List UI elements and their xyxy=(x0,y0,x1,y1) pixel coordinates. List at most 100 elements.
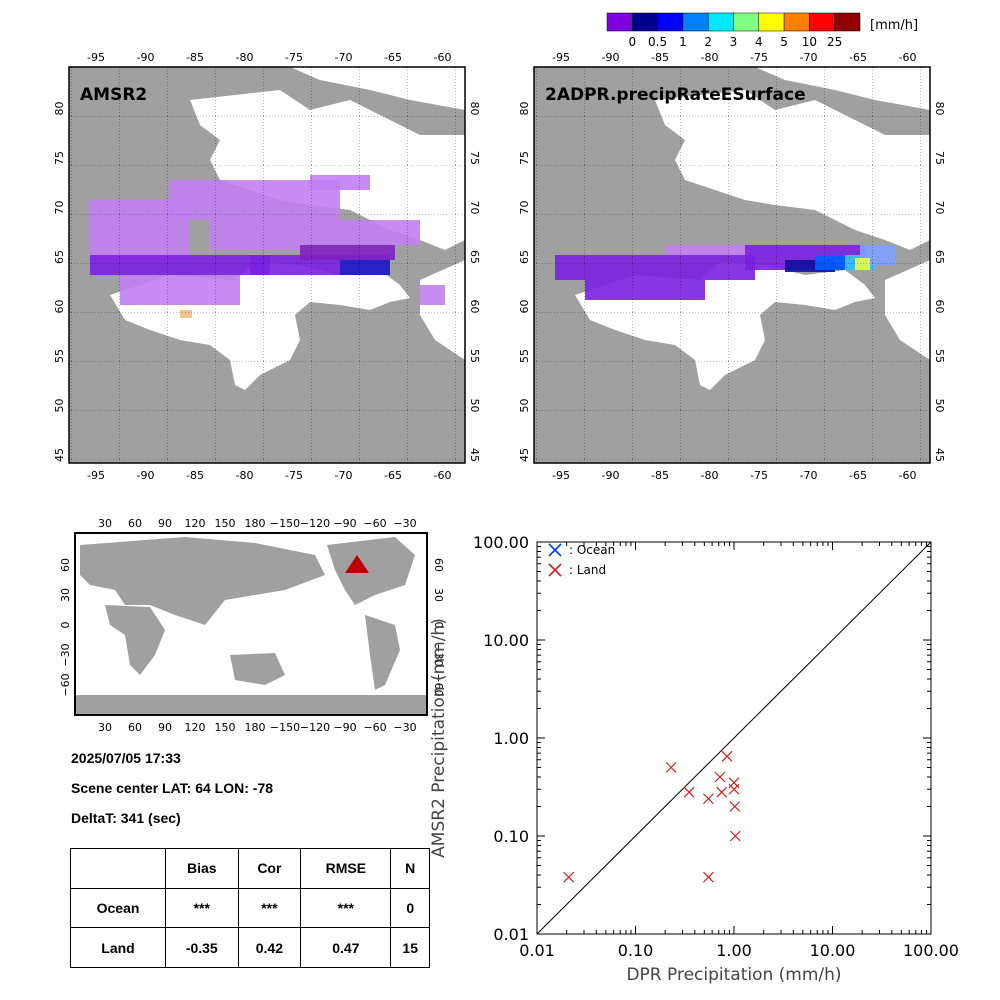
table-cell: 0 xyxy=(390,887,430,929)
scatter-point xyxy=(716,786,728,798)
legend-marker xyxy=(548,563,562,577)
colorbar-swatch xyxy=(657,12,684,32)
lon-tick-label: -70 xyxy=(800,51,818,64)
lon-tick-label: -65 xyxy=(384,469,402,482)
x-tick-label: 100.00 xyxy=(903,941,959,960)
lat-tick-label: 60 xyxy=(518,300,531,314)
scatter-point xyxy=(683,786,695,798)
world-lon-tick-label: −30 xyxy=(393,721,416,734)
world-lat-tick-label: 0 xyxy=(59,622,72,629)
header-cell: Bias xyxy=(165,848,239,889)
colorbar-tick-label: 0.5 xyxy=(648,35,667,49)
lat-tick-label: 60 xyxy=(468,300,481,314)
lon-tick-label: -60 xyxy=(434,469,452,482)
world-lat-tick-label: −60 xyxy=(432,673,445,696)
world-lat-tick-label: 60 xyxy=(59,558,72,572)
table-row: Ocean *** *** *** 0 xyxy=(69,887,430,929)
world-lon-tick-label: −60 xyxy=(363,517,386,530)
lon-tick-label: -70 xyxy=(800,469,818,482)
lat-tick-label: 65 xyxy=(518,250,531,264)
scene-center: Scene center LAT: 64 LON: -78 xyxy=(71,780,274,796)
lon-tick-label: -95 xyxy=(552,51,570,64)
row-label: Land xyxy=(69,927,167,968)
colorbar-swatch xyxy=(632,12,658,32)
lon-tick-label: -75 xyxy=(750,51,768,64)
lon-tick-label: -85 xyxy=(186,469,204,482)
lat-tick-label: 60 xyxy=(53,300,66,314)
scatter-plot: 0.010.01 0.10 0.10 1.00 1.00 10.00 10.00 100.00… xyxy=(429,533,959,985)
lat-tick-label: 45 xyxy=(933,448,946,462)
stats-table: Bias Cor RMSE N Ocean *** *** *** 0 Land… xyxy=(69,848,430,968)
colorbar-tick-label: 4 xyxy=(755,35,763,49)
lat-tick-label: 70 xyxy=(933,201,946,215)
lat-tick-label: 65 xyxy=(53,250,66,264)
world-land xyxy=(76,537,427,715)
lon-tick-label: -90 xyxy=(602,469,620,482)
scatter-point xyxy=(728,783,740,795)
lat-tick-label: 80 xyxy=(518,102,531,116)
colorbar-swatch xyxy=(758,12,785,32)
world-lon-tick-label: −150 xyxy=(270,517,300,530)
lat-tick-label: 75 xyxy=(53,151,66,165)
lon-tick-label: -80 xyxy=(236,469,254,482)
lat-tick-label: 80 xyxy=(933,102,946,116)
header-cell: Cor xyxy=(237,848,302,889)
world-lat-tick-label: −30 xyxy=(59,643,72,666)
lon-tick-label: -75 xyxy=(750,469,768,482)
location-marker-icon xyxy=(345,555,369,573)
world-lon-tick-label: −30 xyxy=(393,517,416,530)
lat-tick-label: 50 xyxy=(53,399,66,413)
lat-tick-label: 70 xyxy=(53,201,66,215)
y-axis-label: AMSR2 Precipitation (mm/h) xyxy=(429,618,449,858)
delta-t: DeltaT: 341 (sec) xyxy=(71,810,181,826)
lon-tick-label: -70 xyxy=(335,51,353,64)
legend-label: : Land xyxy=(569,563,606,577)
world-map-frame xyxy=(74,532,428,716)
table-cell: -0.35 xyxy=(165,927,239,968)
lon-tick-label: -85 xyxy=(651,51,669,64)
scatter-point xyxy=(665,762,677,773)
table-cell: *** xyxy=(237,887,302,929)
world-lon-tick-label: 60 xyxy=(128,517,142,530)
colorbar-swatch xyxy=(682,12,709,32)
y-tick-label: 10.00 xyxy=(483,631,529,650)
world-lon-tick-label: 180 xyxy=(245,721,266,734)
world-lon-tick-label: 30 xyxy=(98,517,112,530)
one-to-one-line xyxy=(536,541,932,935)
lon-tick-label: -65 xyxy=(849,51,867,64)
colorbar-swatch xyxy=(606,12,633,32)
x-tick-label: 0.10 xyxy=(618,941,654,960)
dpr-map: 2ADPR.precipRateESurface -95 -90 -85 -80 -75… xyxy=(518,51,946,482)
colorbar-swatch xyxy=(783,12,810,32)
scatter-point xyxy=(721,750,733,762)
lat-tick-label: 45 xyxy=(468,448,481,462)
x-tick-label: 1.00 xyxy=(716,941,752,960)
colorbar-swatch xyxy=(834,12,861,32)
world-lat-tick-label: −30 xyxy=(432,643,445,666)
world-lat-tick-label: 30 xyxy=(59,588,72,602)
table-cell: 15 xyxy=(390,927,430,968)
lat-tick-label: 55 xyxy=(53,349,66,363)
lon-tick-label: -65 xyxy=(384,51,402,64)
colorbar-tick-label: 3 xyxy=(730,35,738,49)
lon-tick-label: -75 xyxy=(285,51,303,64)
map-frame xyxy=(533,66,931,464)
y-tick-label: 0.01 xyxy=(493,925,529,944)
amsr2-map: AMSR2 -95 -90 -85 -80 -75 -70 -65 -60 -95 -90 -85 -… xyxy=(53,51,481,482)
lon-tick-label: -95 xyxy=(87,469,105,482)
lon-tick-label: -80 xyxy=(701,469,719,482)
world-lon-tick-label: 180 xyxy=(245,517,266,530)
lon-tick-label: -80 xyxy=(701,51,719,64)
colorbar: 0 0.5 1 2 3 4 5 10 25 [mm/h] xyxy=(606,12,918,49)
lon-tick-label: -95 xyxy=(87,51,105,64)
colorbar-swatch xyxy=(809,12,835,32)
lat-tick-label: 70 xyxy=(518,201,531,215)
lat-tick-label: 70 xyxy=(468,201,481,215)
lat-tick-label: 80 xyxy=(53,102,66,116)
lat-tick-label: 45 xyxy=(518,448,531,462)
lon-tick-label: -95 xyxy=(552,469,570,482)
row-label: Ocean xyxy=(69,887,167,929)
lat-tick-label: 50 xyxy=(933,399,946,413)
world-lat-tick-label: 30 xyxy=(432,588,445,602)
